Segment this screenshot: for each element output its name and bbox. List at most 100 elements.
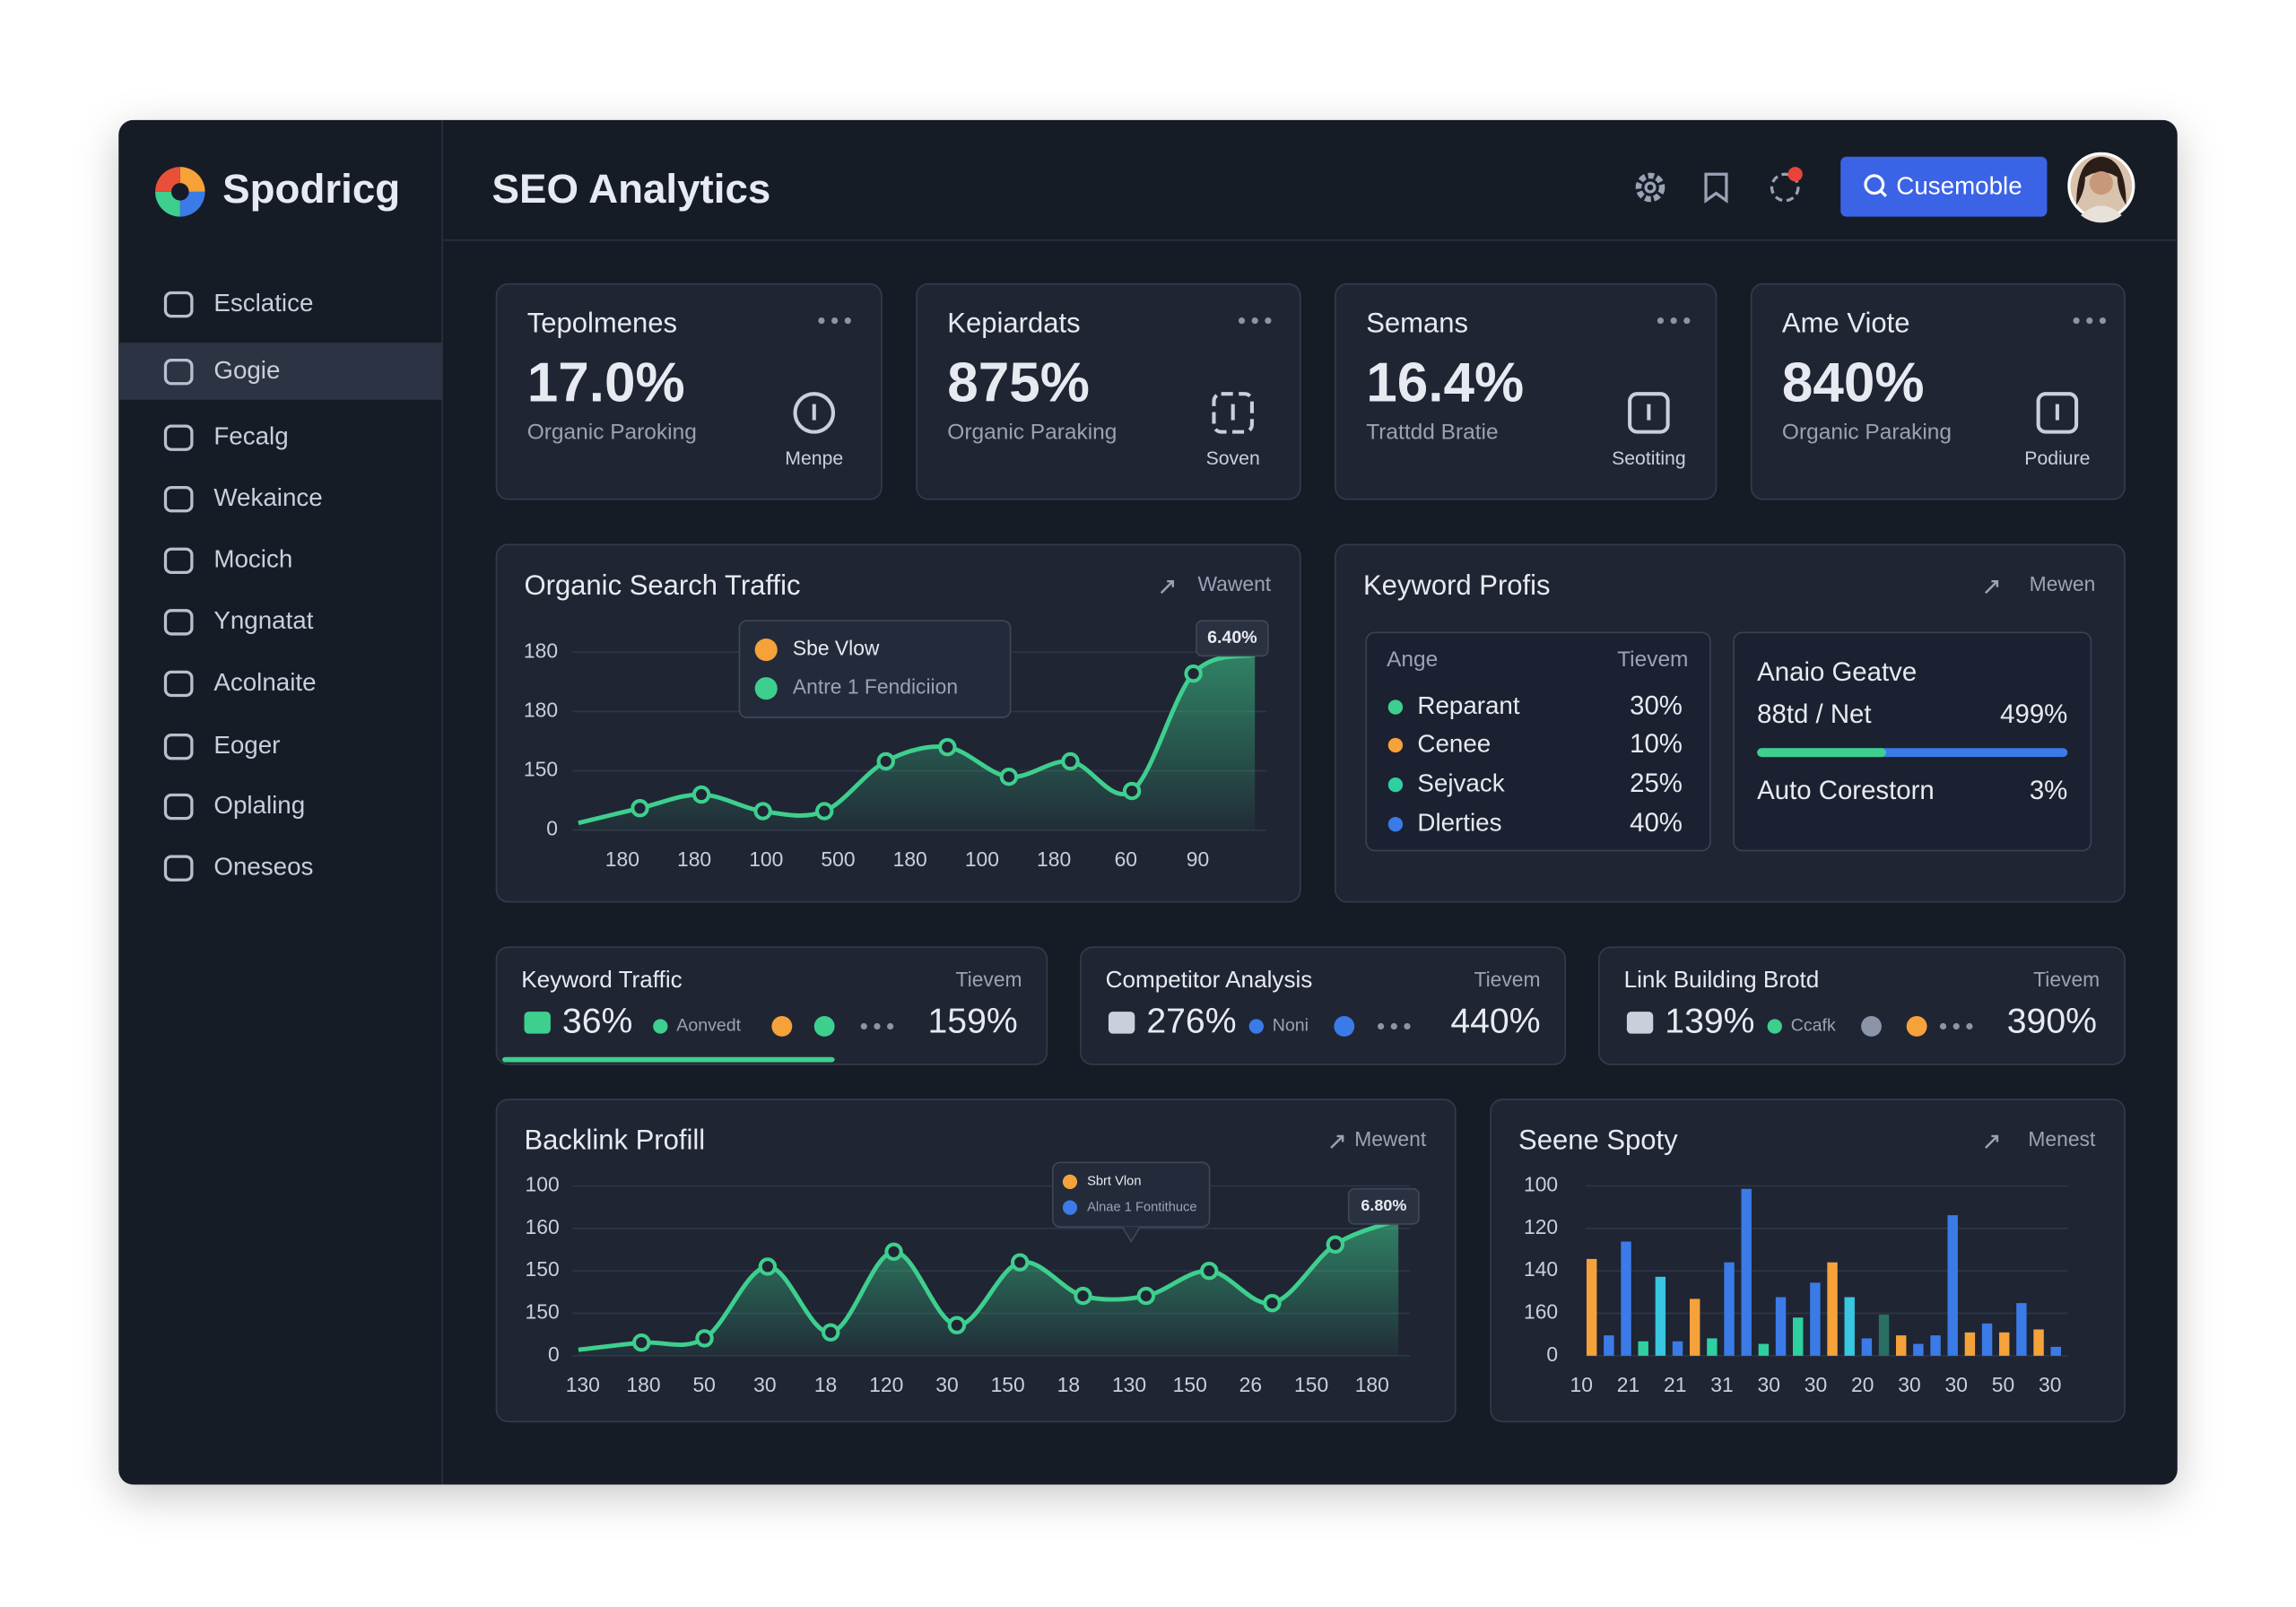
stat-card — [1750, 282, 2126, 500]
header-icons — [1635, 172, 1800, 204]
bar — [1724, 1262, 1735, 1356]
mini-icon — [1626, 1012, 1654, 1034]
nav-item[interactable]: Oplaling — [213, 791, 305, 819]
nav-icon[interactable] — [163, 609, 194, 636]
x-tick-label: 180 — [1037, 847, 1071, 871]
x-tick-label: 120 — [869, 1373, 903, 1396]
stat-card — [495, 282, 883, 500]
point — [1011, 1253, 1030, 1272]
nav-item[interactable]: Fecalg — [213, 421, 288, 449]
y-tick-label: 160 — [1524, 1300, 1558, 1324]
bar — [1655, 1276, 1666, 1356]
stat-icon — [1212, 392, 1254, 434]
panel-action[interactable]: Mewent — [1354, 1127, 1427, 1151]
nav-icon[interactable] — [163, 359, 194, 386]
more-dot — [2086, 317, 2093, 325]
bar — [1604, 1335, 1614, 1356]
point — [822, 1323, 840, 1342]
y-tick-label: 180 — [524, 638, 558, 662]
mini-total: 390% — [2007, 1003, 2097, 1041]
nav-icon[interactable] — [163, 291, 194, 318]
x-tick-label: 30 — [1758, 1373, 1780, 1396]
table-header: Tievem — [1617, 647, 1688, 672]
point — [758, 1257, 778, 1276]
nav-item[interactable]: Mocich — [213, 545, 292, 573]
table-header: Ange — [1387, 647, 1438, 672]
x-tick-label: 100 — [965, 847, 999, 871]
row-label: Reparant — [1417, 691, 1519, 719]
panel-title: Backlink Profill — [524, 1125, 705, 1156]
point — [1122, 781, 1142, 801]
nav-item[interactable]: Yngnatat — [213, 606, 313, 634]
point — [1184, 664, 1203, 683]
nav-icon[interactable] — [163, 424, 194, 451]
stat-title: Ame Viote — [1782, 308, 1910, 339]
nav-item[interactable]: Gogie — [213, 356, 280, 384]
point — [999, 768, 1019, 786]
nav-icon[interactable] — [163, 793, 194, 821]
more-dot — [1265, 317, 1272, 325]
point — [1263, 1293, 1282, 1313]
x-tick-label: 100 — [749, 847, 783, 871]
more-dot — [1390, 1022, 1397, 1030]
nav-item[interactable]: Eoger — [213, 731, 280, 759]
panel-action[interactable]: Wawent — [1197, 572, 1271, 595]
nav-icon[interactable] — [163, 855, 194, 882]
row-value: 30% — [1630, 691, 1683, 720]
panel-action[interactable]: Mewen — [2030, 572, 2096, 595]
more-dot — [1670, 317, 1677, 325]
customize-button[interactable]: Cusemoble — [1840, 156, 2048, 217]
y-tick-label: 100 — [526, 1172, 560, 1195]
action-icon — [1985, 579, 1999, 595]
stat-title: Kepiardats — [947, 308, 1080, 339]
x-tick-label: 30 — [1805, 1373, 1827, 1396]
x-tick-label: 30 — [2039, 1373, 2061, 1396]
annotation: 6.40% — [1207, 628, 1257, 647]
y-tick-label: 150 — [526, 1300, 560, 1324]
stat-subtitle: Organic Paraking — [947, 421, 1117, 445]
nav-icon[interactable] — [163, 733, 194, 760]
y-tick-label: 150 — [524, 758, 558, 781]
nav-item[interactable]: Oneseos — [213, 852, 313, 880]
button-label[interactable]: Cusemoble — [1896, 171, 2022, 199]
row-value: 25% — [1630, 769, 1683, 798]
bar — [1844, 1297, 1855, 1356]
legend-swatch — [1062, 1200, 1078, 1215]
x-tick-label: 30 — [1945, 1373, 1968, 1396]
mini-card — [495, 946, 1048, 1065]
x-tick-label: 60 — [1115, 847, 1137, 871]
nav-icon[interactable] — [163, 670, 194, 698]
status-dot — [771, 1016, 793, 1037]
more-dot — [874, 1022, 881, 1030]
nav-item[interactable]: Acolnaite — [213, 668, 316, 696]
mini-title: Link Building Brotd — [1624, 966, 1820, 993]
legend-swatch — [754, 638, 778, 662]
bar — [1964, 1332, 1976, 1356]
stat-subtitle: Trattdd Bratie — [1366, 421, 1498, 445]
nav-item[interactable]: Esclatice — [213, 289, 313, 317]
point — [814, 802, 834, 821]
row-label: Cenee — [1417, 729, 1491, 757]
row-label: Sejvack — [1417, 769, 1504, 796]
x-tick-label: 500 — [821, 847, 855, 871]
legend-swatch — [1062, 1174, 1078, 1189]
avatar[interactable] — [2067, 152, 2135, 223]
x-tick-label: 130 — [566, 1373, 600, 1396]
summary-label: Auto Corestorn — [1757, 776, 1935, 805]
nav-icon[interactable] — [163, 486, 194, 513]
mini-icon — [524, 1012, 551, 1034]
point — [631, 799, 649, 818]
more-dot — [2099, 317, 2107, 325]
x-tick-label: 180 — [677, 847, 711, 871]
more-dot — [1683, 317, 1691, 325]
more-dot — [831, 317, 839, 325]
mini-icon — [1108, 1012, 1135, 1034]
bar — [2016, 1303, 2027, 1356]
panel-action[interactable]: Menest — [2028, 1127, 2096, 1151]
nav-icon[interactable] — [163, 547, 194, 575]
bar — [1896, 1335, 1907, 1356]
nav-item[interactable]: Wekaince — [213, 483, 322, 511]
mini-progress — [502, 1056, 835, 1063]
